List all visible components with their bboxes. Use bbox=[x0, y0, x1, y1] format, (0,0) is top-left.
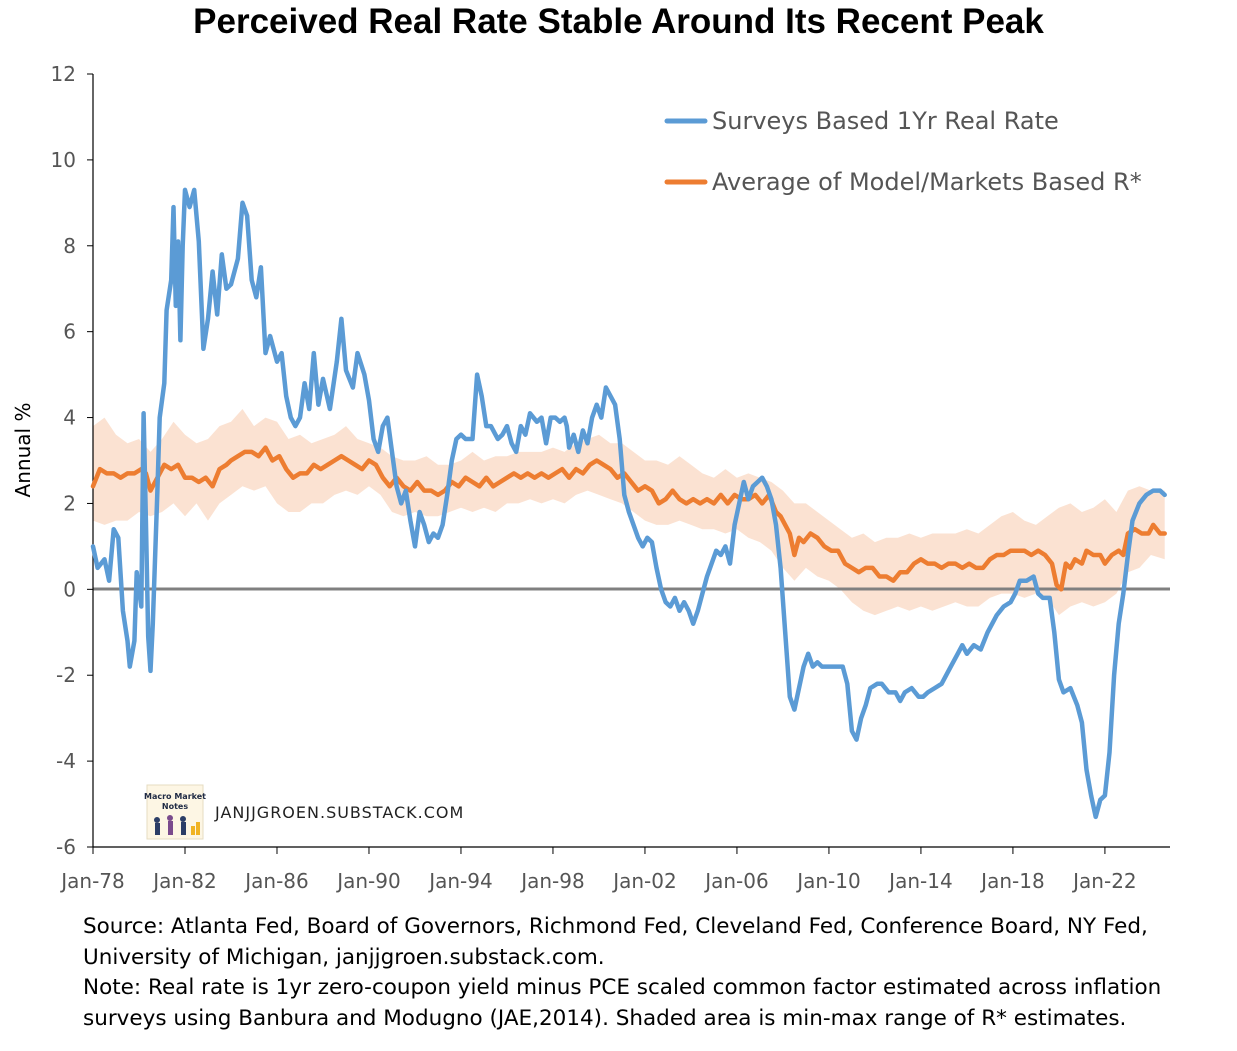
x-tick-label: Jan-78 bbox=[59, 869, 125, 893]
y-tick-label: 2 bbox=[63, 491, 76, 515]
note-line-2: surveys using Banbura and Modugno (JAE,2… bbox=[83, 1005, 1127, 1031]
x-ticks: Jan-78 Jan-82 Jan-86 Jan-90 Jan-94 Jan-98 Jan-… bbox=[59, 847, 1137, 893]
legend: Surveys Based 1Yr Real Rate Average of M… bbox=[664, 107, 1142, 196]
x-tick-label: Jan-82 bbox=[151, 869, 217, 893]
source-line-2: University of Michigan, janjjgroen.subst… bbox=[83, 944, 605, 970]
y-tick-label: 10 bbox=[51, 148, 76, 172]
axes bbox=[92, 74, 1170, 848]
y-tick-label: 8 bbox=[63, 234, 76, 258]
x-tick-label: Jan-98 bbox=[519, 869, 585, 893]
chart-footer: Source: Atlanta Fed, Board of Governors,… bbox=[83, 912, 1233, 1034]
legend-label-rstar: Average of Model/Markets Based R* bbox=[712, 168, 1142, 196]
legend-label-surveys: Surveys Based 1Yr Real Rate bbox=[712, 107, 1059, 135]
y-tick-label: 6 bbox=[63, 320, 76, 344]
x-tick-label: Jan-86 bbox=[243, 869, 309, 893]
x-tick-label: Jan-18 bbox=[979, 869, 1045, 893]
svg-text:Notes: Notes bbox=[162, 802, 188, 811]
x-tick-label: Jan-06 bbox=[703, 869, 769, 893]
note-line-1: Note: Real rate is 1yr zero-coupon yield… bbox=[83, 975, 1162, 1000]
watermark-text: JANJJGROEN.SUBSTACK.COM bbox=[214, 803, 464, 822]
series-layer bbox=[90, 187, 1167, 820]
x-tick-label: Jan-22 bbox=[1071, 869, 1137, 893]
rstar-range-band bbox=[93, 409, 1165, 616]
x-tick-label: Jan-14 bbox=[887, 869, 953, 893]
series-line-surveys-real-rate bbox=[90, 187, 1167, 820]
y-tick-label: -6 bbox=[56, 835, 76, 859]
y-tick-label: -2 bbox=[56, 663, 76, 687]
chart-title: Perceived Real Rate Stable Around Its Re… bbox=[193, 2, 1044, 41]
series-line-rstar-average bbox=[90, 445, 1167, 592]
y-tick-label: 12 bbox=[51, 62, 76, 86]
svg-text:Macro Market: Macro Market bbox=[144, 792, 206, 801]
x-tick-label: Jan-10 bbox=[795, 869, 861, 893]
y-tick-label: 0 bbox=[63, 577, 76, 601]
y-tick-label: 4 bbox=[63, 406, 76, 430]
source-line-1: Source: Atlanta Fed, Board of Governors,… bbox=[83, 914, 1148, 939]
x-tick-label: Jan-94 bbox=[427, 869, 493, 893]
watermark: Macro Market Notes JANJJGROEN.SUBSTACK.C… bbox=[144, 784, 464, 840]
rstar-range-band-layer bbox=[93, 409, 1165, 616]
x-tick-label: Jan-90 bbox=[335, 869, 401, 893]
line-chart: 12 10 8 6 4 2 0 -2 -4 -6 Jan-78 Jan-82 Jan-86 Jan-90… bbox=[11, 62, 1170, 893]
y-tick-label: -4 bbox=[56, 749, 76, 773]
x-tick-label: Jan-02 bbox=[611, 869, 677, 893]
y-axis-label: Annual % bbox=[11, 403, 35, 498]
y-ticks: 12 10 8 6 4 2 0 -2 -4 -6 bbox=[51, 62, 93, 859]
macro-market-notes-logo: Macro Market Notes bbox=[144, 784, 206, 840]
